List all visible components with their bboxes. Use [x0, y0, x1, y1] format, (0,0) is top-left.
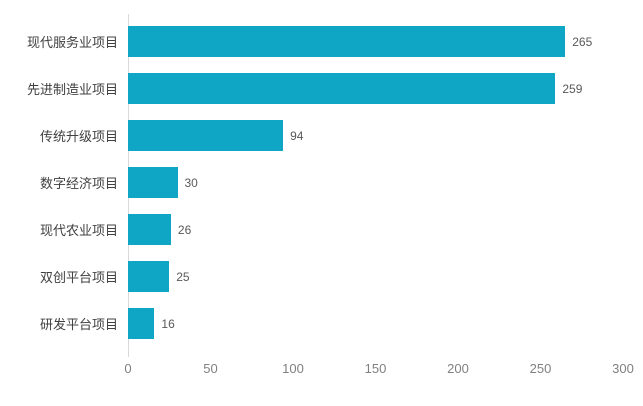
category-label: 研发平台项目: [39, 317, 118, 332]
x-axis-tick-label: 200: [447, 361, 469, 376]
bar: [128, 261, 170, 292]
x-axis-tick-label: 250: [529, 361, 552, 376]
chart-row: 研发平台项目 16: [0, 300, 623, 347]
x-axis: 0 50 100 150 200 250 300: [124, 361, 633, 381]
chart-row: 现代农业项目 26: [0, 206, 623, 253]
bar-track: 30: [128, 159, 623, 206]
value-label: 16: [161, 316, 175, 331]
x-axis-tick-label: 150: [364, 361, 387, 376]
value-label: 25: [176, 269, 190, 284]
bar: [128, 308, 155, 339]
bar: [128, 26, 566, 57]
value-label: 94: [290, 128, 304, 143]
x-axis-tick-label: 100: [282, 361, 304, 376]
bar: [128, 120, 284, 151]
bar-track: 25: [128, 253, 623, 300]
x-axis-tick-label: 50: [203, 361, 218, 376]
bar-track: 16: [128, 300, 623, 347]
value-label: 30: [184, 175, 198, 190]
chart-row: 数字经济项目 30: [0, 159, 623, 206]
category-label: 双创平台项目: [39, 270, 118, 285]
plot-area: 现代服务业项目 265 先进制造业项目 259 传统升级项目 94 数字经济项目 30 现代农业…: [0, 18, 623, 347]
value-label: 26: [177, 222, 192, 237]
x-axis-tick-label: 300: [612, 361, 634, 376]
chart-row: 现代服务业项目 265: [0, 18, 623, 65]
bar-track: 259: [128, 65, 623, 112]
bar-rows: 现代服务业项目 265 先进制造业项目 259 传统升级项目 94 数字经济项目 30 现代农业…: [0, 18, 623, 347]
x-axis-tick-label: 0: [124, 361, 132, 376]
bar-track: 94: [128, 112, 623, 159]
bar-track: 265: [128, 18, 623, 65]
bar: [128, 73, 556, 104]
bar-track: 26: [128, 206, 623, 253]
value-label: 259: [562, 81, 583, 96]
bar: [128, 167, 178, 198]
category-label: 现代农业项目: [39, 223, 118, 238]
chart-row: 先进制造业项目 259: [0, 65, 623, 112]
category-label: 现代服务业项目: [26, 35, 118, 50]
category-label: 先进制造业项目: [26, 82, 118, 97]
chart-row: 双创平台项目 25: [0, 253, 623, 300]
bar: [128, 214, 171, 245]
category-label: 数字经济项目: [39, 176, 118, 191]
chart-row: 传统升级项目 94: [0, 112, 623, 159]
category-label: 传统升级项目: [39, 129, 118, 144]
value-label: 265: [572, 34, 593, 49]
